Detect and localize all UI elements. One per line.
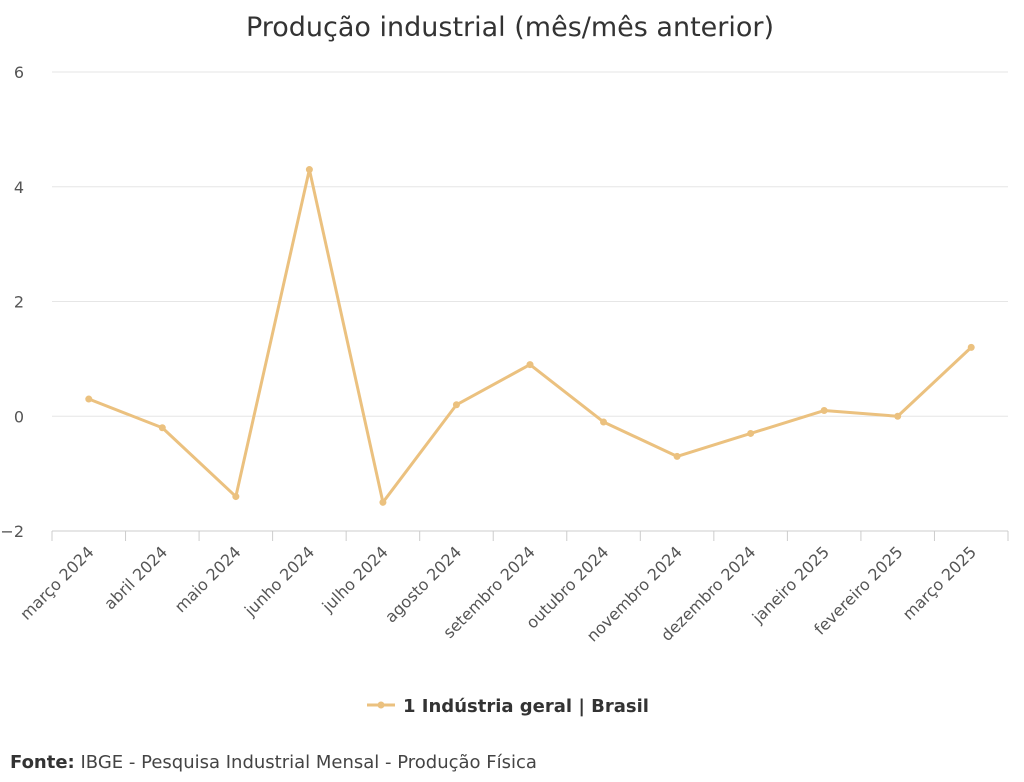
- y-tick-label: 2: [14, 293, 24, 312]
- x-tick-label: março 2024: [16, 542, 97, 623]
- x-tick-label: maio 2024: [171, 542, 245, 616]
- data-point[interactable]: [967, 343, 975, 351]
- y-tick-label: 6: [14, 63, 24, 82]
- data-point[interactable]: [820, 407, 828, 415]
- legend-swatch-marker: [377, 701, 385, 709]
- x-tick-label: junho 2024: [240, 542, 318, 620]
- x-tick-label: abril 2024: [100, 542, 171, 613]
- data-point[interactable]: [673, 452, 681, 460]
- data-point[interactable]: [526, 361, 534, 369]
- data-point[interactable]: [894, 412, 902, 420]
- source-text: IBGE - Pesquisa Industrial Mensal - Prod…: [80, 752, 537, 773]
- data-point[interactable]: [379, 498, 387, 506]
- x-tick-label: março 2025: [899, 542, 980, 623]
- y-tick-label: 4: [14, 178, 24, 197]
- data-point[interactable]: [452, 401, 460, 409]
- source-label: Fonte:: [10, 752, 75, 773]
- line-chart: Produção industrial (mês/mês anterior) 6…: [0, 12, 1009, 717]
- chart-title: Produção industrial (mês/mês anterior): [246, 12, 774, 43]
- source-note: Fonte: IBGE - Pesquisa Industrial Mensal…: [10, 752, 537, 773]
- y-tick-label: −2: [0, 522, 24, 541]
- data-point[interactable]: [85, 395, 93, 403]
- legend-item-label[interactable]: 1 Indústria geral | Brasil: [403, 696, 649, 717]
- legend[interactable]: 1 Indústria geral | Brasil: [367, 696, 649, 717]
- data-point[interactable]: [747, 429, 755, 437]
- data-point[interactable]: [305, 166, 313, 174]
- data-point[interactable]: [600, 418, 608, 426]
- data-point[interactable]: [158, 424, 166, 432]
- x-tick-label: julho 2024: [318, 542, 392, 616]
- series-line[interactable]: [87, 168, 973, 504]
- y-tick-label: 0: [14, 407, 24, 426]
- data-point[interactable]: [232, 493, 240, 501]
